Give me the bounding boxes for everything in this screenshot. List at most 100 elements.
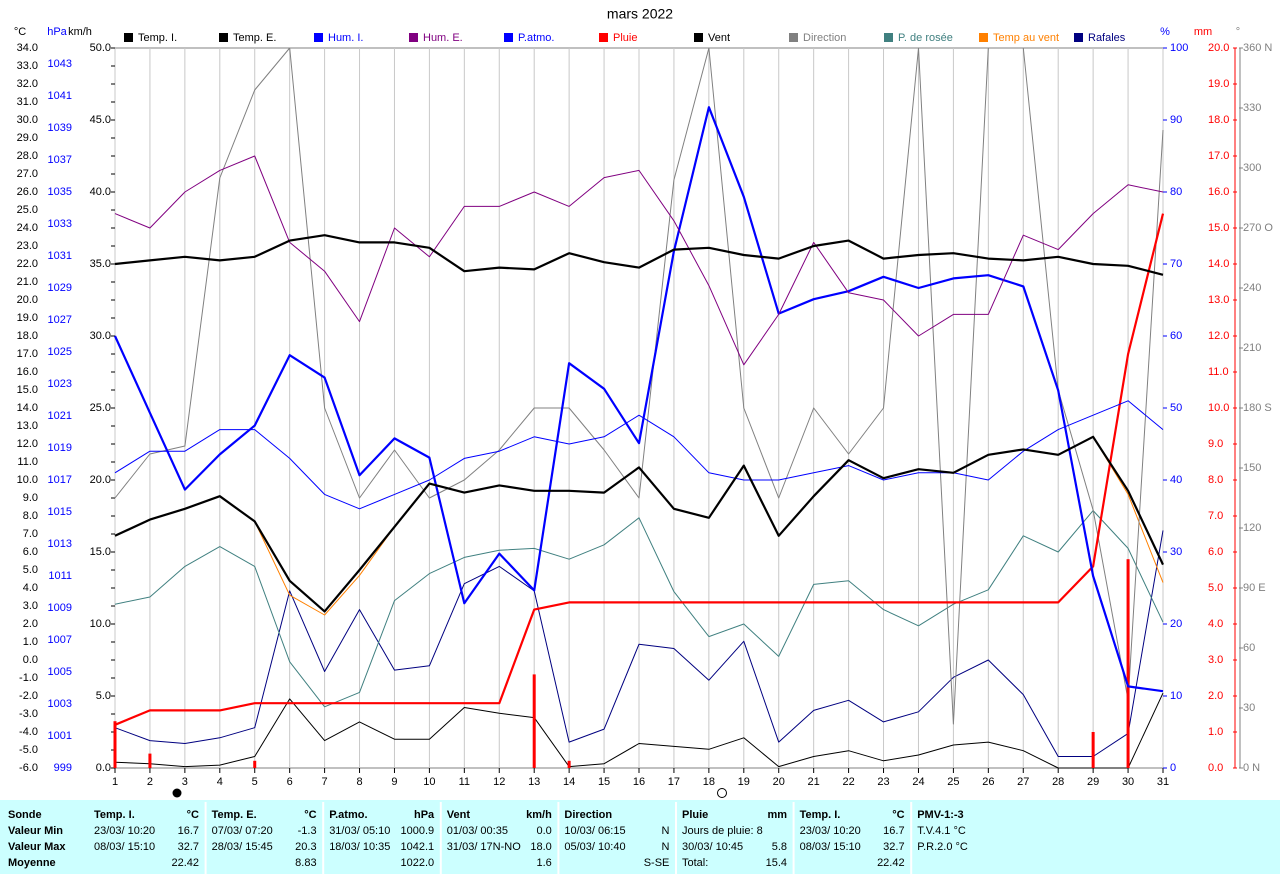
stats-cell: Direction <box>564 809 612 821</box>
y-tick-label: 28.0 <box>17 150 38 162</box>
stats-cell: P.atmo. <box>329 809 367 821</box>
legend-label: P. de rosée <box>898 32 953 44</box>
legend-label: Pluie <box>613 32 637 44</box>
y-tick-label: 1035 <box>48 186 72 198</box>
x-tick-label: 8 <box>356 776 362 788</box>
stats-cell: 22.42 <box>877 857 905 869</box>
stats-cell: °C <box>304 809 316 821</box>
y-tick-label: 27.0 <box>17 168 38 180</box>
y-tick-label: 22.0 <box>17 258 38 270</box>
stats-cell: 32.7 <box>178 841 199 853</box>
x-tick-label: 29 <box>1087 776 1099 788</box>
y-tick-label: 32.0 <box>17 78 38 90</box>
legend-swatch <box>789 33 798 42</box>
stats-cell: 18/03/ 10:35 <box>329 841 390 853</box>
y-tick-label: 10 <box>1170 690 1182 702</box>
y-tick-label: 21.0 <box>17 276 38 288</box>
y-tick-label: 1013 <box>48 538 72 550</box>
stats-cell: 31/03/ 05:10 <box>329 825 390 837</box>
y-tick-label: 1039 <box>48 122 72 134</box>
x-tick-label: 16 <box>633 776 645 788</box>
stats-cell: 07/03/ 07:20 <box>212 825 273 837</box>
y-tick-label: 10.0 <box>17 474 38 486</box>
y-tick-label: 360 N <box>1243 42 1272 54</box>
y-tick-label: 1029 <box>48 282 72 294</box>
y-tick-label: 4.0 <box>23 582 38 594</box>
y-tick-label: 18.0 <box>17 330 38 342</box>
legend-swatch <box>219 33 228 42</box>
y-tick-label: 1017 <box>48 474 72 486</box>
legend-swatch <box>694 33 703 42</box>
y-tick-label: 13.0 <box>17 420 38 432</box>
stats-cell: 10/03/ 06:15 <box>564 825 625 837</box>
legend-label: Temp. I. <box>138 32 177 44</box>
y-tick-label: 20 <box>1170 618 1182 630</box>
legend-label: Temp. E. <box>233 32 276 44</box>
y-tick-label: 29.0 <box>17 132 38 144</box>
x-tick-label: 3 <box>182 776 188 788</box>
stats-cell: 1.6 <box>537 857 552 869</box>
x-tick-label: 21 <box>808 776 820 788</box>
stats-cell: 0.0 <box>537 825 552 837</box>
y-tick-label: 2.0 <box>1208 690 1223 702</box>
rain-bar <box>567 760 571 768</box>
y-tick-label: 120 <box>1243 522 1261 534</box>
legend-swatch <box>314 33 323 42</box>
y-tick-label: 1037 <box>48 154 72 166</box>
stats-cell: -1.3 <box>298 825 317 837</box>
x-tick-label: 15 <box>598 776 610 788</box>
x-tick-label: 20 <box>773 776 785 788</box>
legend-label: Hum. I. <box>328 32 363 44</box>
y-tick-label: 0.0 <box>1208 762 1223 774</box>
y-tick-label: 16.0 <box>17 366 38 378</box>
x-tick-label: 24 <box>912 776 924 788</box>
y-tick-label: 330 <box>1243 102 1261 114</box>
y-tick-label: 30.0 <box>17 114 38 126</box>
series-line <box>114 47 1164 725</box>
y-tick-label: 60 <box>1243 642 1255 654</box>
y-tick-label: 25.0 <box>17 204 38 216</box>
y-tick-label: 2.0 <box>23 618 38 630</box>
x-tick-label: 5 <box>252 776 258 788</box>
chart-title: mars 2022 <box>607 6 673 22</box>
legend-label: Direction <box>803 32 846 44</box>
y-tick-label: 40.0 <box>90 186 111 198</box>
y-tick-label: 6.0 <box>23 546 38 558</box>
stats-cell: 32.7 <box>883 841 904 853</box>
x-tick-label: 14 <box>563 776 575 788</box>
legend-swatch <box>409 33 418 42</box>
stats-cell: mm <box>767 809 787 821</box>
stats-cell: 30/03/ 10:45 <box>682 841 743 853</box>
stats-cell: S-SE <box>644 857 670 869</box>
legend-swatch <box>124 33 133 42</box>
y-tick-label: 1025 <box>48 346 72 358</box>
legend-swatch <box>1074 33 1083 42</box>
y-tick-label: -1.0 <box>19 672 38 684</box>
y-tick-label: 33.0 <box>17 60 38 72</box>
y-tick-label: 1023 <box>48 378 72 390</box>
y-tick-label: 14.0 <box>17 402 38 414</box>
y-tick-label: 1031 <box>48 250 72 262</box>
stats-panel <box>0 800 1280 874</box>
x-tick-label: 9 <box>391 776 397 788</box>
y-tick-label: 60 <box>1170 330 1182 342</box>
y-tick-label: 1007 <box>48 634 72 646</box>
legend-label: Vent <box>708 32 730 44</box>
x-tick-label: 23 <box>877 776 889 788</box>
legend-swatch <box>979 33 988 42</box>
series-line <box>114 234 1164 276</box>
y-tick-label: 30 <box>1170 546 1182 558</box>
y-tick-label: 31.0 <box>17 96 38 108</box>
y-tick-label: 50 <box>1170 402 1182 414</box>
stats-cell: 8.83 <box>295 857 316 869</box>
y-tick-label: 1041 <box>48 90 72 102</box>
y-tick-label: 26.0 <box>17 186 38 198</box>
axis-unit: km/h <box>68 26 92 38</box>
rain-bar <box>1091 732 1095 768</box>
stats-cell: 23/03/ 10:20 <box>800 825 861 837</box>
rain-bar <box>253 760 257 768</box>
y-tick-label: 40 <box>1170 474 1182 486</box>
x-tick-label: 18 <box>703 776 715 788</box>
y-tick-label: 7.0 <box>1208 510 1223 522</box>
y-tick-label: 20.0 <box>90 474 111 486</box>
